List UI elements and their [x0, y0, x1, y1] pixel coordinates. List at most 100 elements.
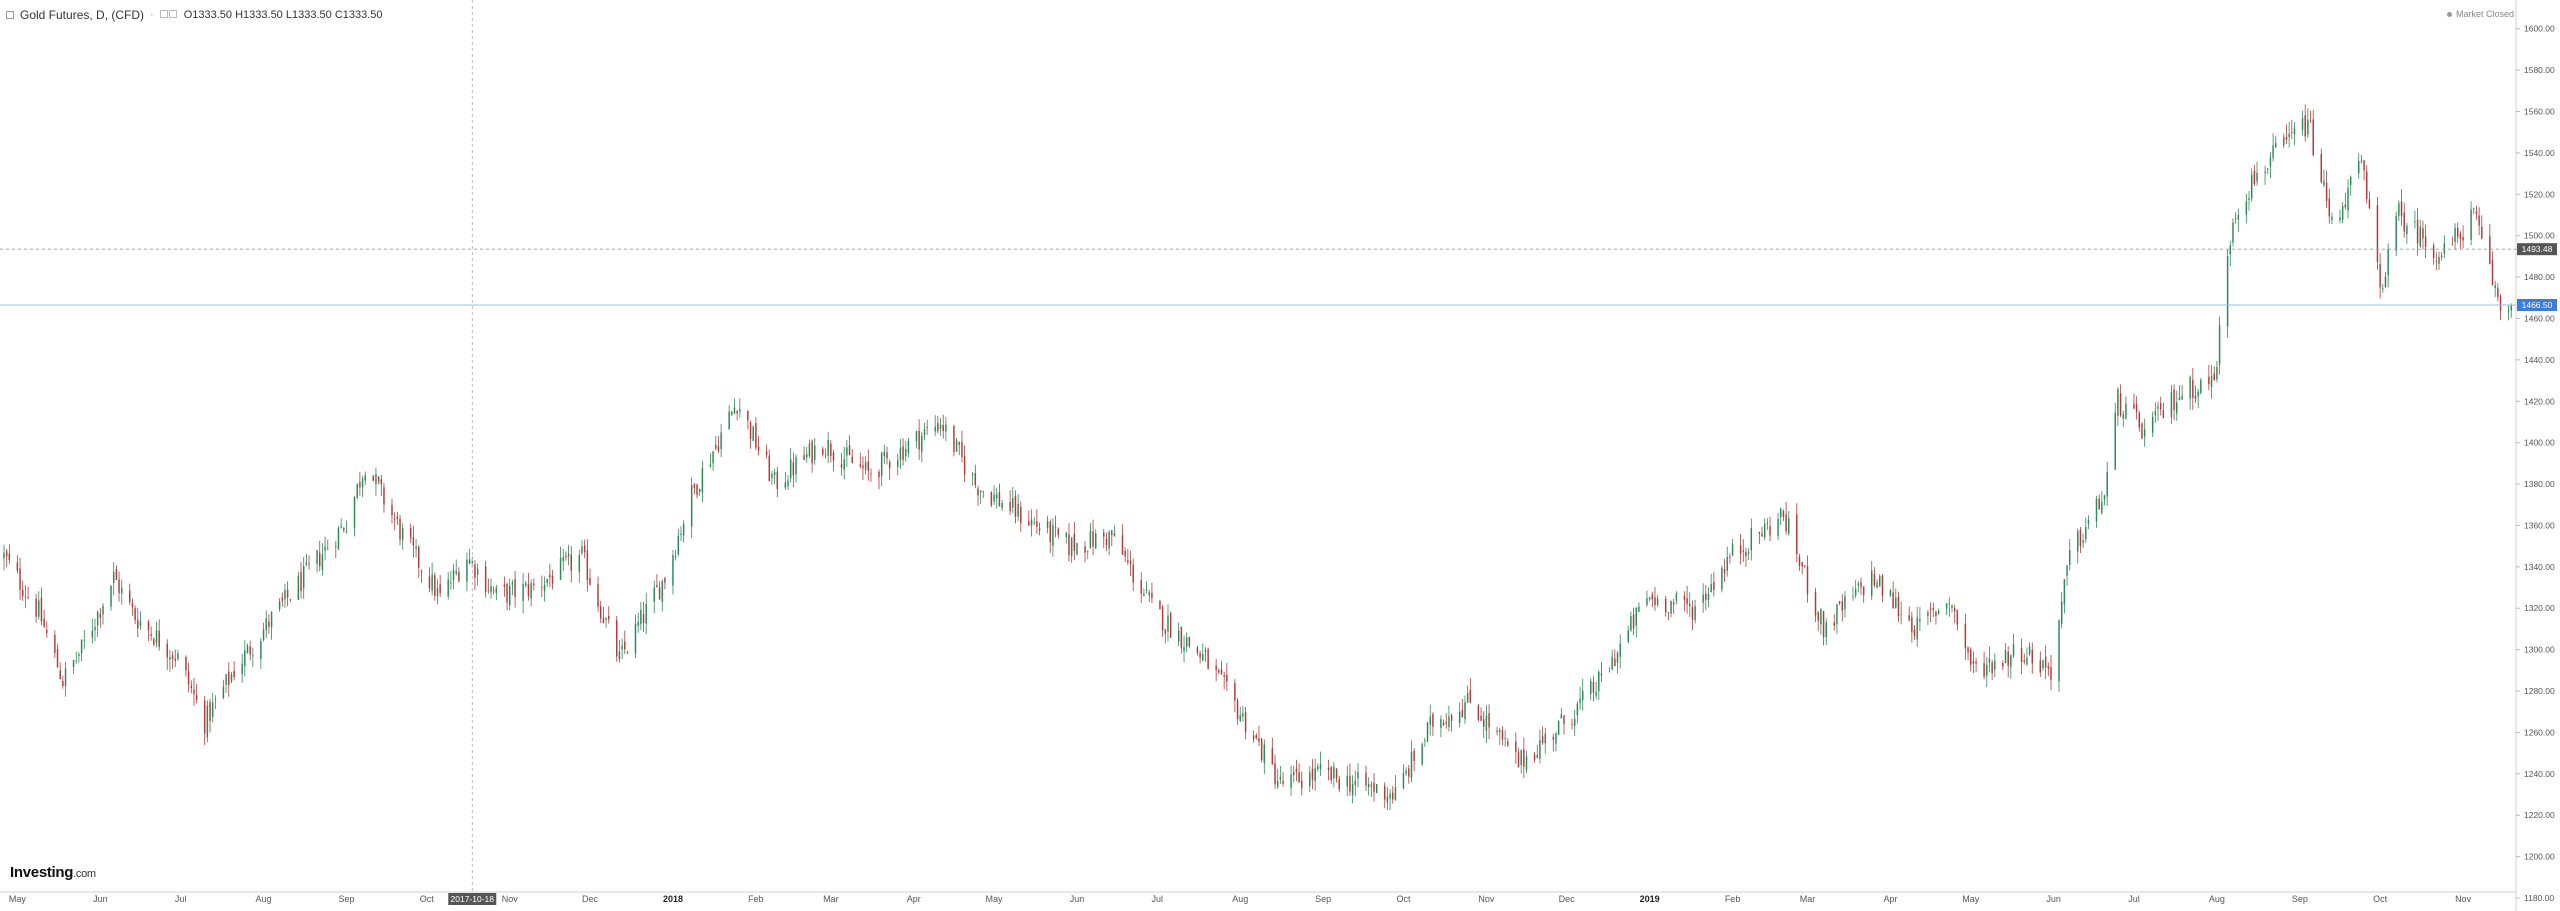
candle-body [2042, 660, 2044, 669]
candle-body [982, 491, 985, 492]
candle-body [27, 596, 29, 598]
candle-body [1161, 606, 1164, 631]
symbol-title[interactable]: Gold Futures, D, (CFD) [20, 8, 145, 22]
candle-body [1477, 705, 1480, 720]
candle-body [2192, 379, 2194, 398]
candle-body [2323, 180, 2325, 186]
candle-body [278, 601, 281, 610]
settings-icon[interactable] [159, 10, 168, 18]
candle-body [1648, 597, 1651, 600]
candle-body [2125, 403, 2127, 419]
candle-body [1951, 605, 1953, 608]
candle-body [2440, 255, 2443, 258]
time-tick-label: 2018 [663, 894, 683, 904]
candle-body [1177, 630, 1180, 642]
remove-icon[interactable] [168, 10, 177, 18]
candle-body [225, 674, 227, 685]
candle-body [115, 569, 118, 580]
candle-body [43, 618, 45, 627]
candle-body [2012, 644, 2015, 656]
candle-body [624, 641, 626, 650]
candle-body [40, 597, 43, 622]
candle-body [490, 586, 492, 593]
candle-body [420, 571, 423, 573]
candle-body [169, 656, 171, 660]
candle-body [998, 492, 1001, 506]
candle-body [1244, 712, 1247, 733]
candle-body [527, 584, 530, 597]
candle-body [1282, 780, 1284, 784]
market-status: Market Closed [2446, 9, 2514, 19]
close-value: C1333.50 [334, 9, 383, 21]
candle-body [1729, 556, 1731, 558]
candle-body [2194, 395, 2197, 399]
collapse-legend-icon[interactable] [6, 11, 14, 19]
candle-body [59, 670, 61, 680]
candle-body [674, 555, 677, 558]
candle-body [447, 579, 449, 597]
candle-body [121, 587, 123, 594]
candle-body [2341, 206, 2344, 220]
candle-body [1873, 573, 1876, 586]
candle-body [1552, 736, 1555, 740]
candle-body [1038, 528, 1041, 531]
candle-body [455, 571, 457, 574]
candle-body [1627, 630, 1629, 643]
candle-body [784, 482, 787, 488]
price-tick-label: 1560.00 [2524, 106, 2555, 116]
candle-body [1707, 593, 1710, 600]
candle-body [1758, 531, 1761, 534]
candle-body [2197, 391, 2199, 397]
candle-body [177, 653, 179, 660]
candle-body [1555, 733, 1557, 744]
candle-body [2489, 236, 2491, 264]
candle-body [418, 546, 420, 568]
candle-body [1052, 525, 1054, 546]
candle-body [1108, 531, 1110, 549]
candle-body [1908, 615, 1910, 621]
brand-name: Investing [10, 864, 74, 881]
candle-body [1694, 606, 1696, 621]
candle-body [2443, 243, 2446, 254]
candle-body [918, 430, 920, 450]
candle-body [1084, 546, 1086, 553]
candle-body [2119, 393, 2122, 416]
open-value: O1333.50 [183, 9, 233, 21]
candle-body [958, 441, 961, 445]
candle-body [1442, 722, 1445, 726]
candle-body [1482, 719, 1485, 727]
candle-body [1199, 653, 1201, 658]
candle-body [942, 424, 944, 431]
candle-body [2157, 406, 2159, 409]
candle-body [305, 562, 308, 565]
candle-body [2416, 219, 2419, 244]
candle-body [1076, 543, 1078, 555]
candle-body [1330, 767, 1332, 781]
candle-body [1140, 580, 1142, 594]
candle-body [1806, 566, 1809, 595]
candle-body [78, 654, 80, 657]
candle-body [2159, 403, 2162, 410]
candle-body [2478, 215, 2480, 226]
candle-body [174, 658, 176, 661]
candle-body [1070, 537, 1073, 557]
candle-body [396, 516, 399, 520]
candle-body [2406, 225, 2408, 235]
candle-body [99, 613, 102, 618]
candle-body [80, 639, 83, 654]
candle-body [2250, 174, 2253, 199]
candle-body [1113, 533, 1116, 537]
candle-body [62, 681, 64, 686]
candle-body [915, 431, 918, 442]
candle-body [642, 613, 645, 624]
candle-body [1517, 752, 1520, 768]
candle-body [359, 482, 361, 488]
candle-body [1033, 522, 1035, 524]
candle-body [428, 576, 431, 589]
candle-body [1838, 600, 1841, 604]
candle-body [2237, 214, 2240, 220]
candle-body [736, 411, 738, 414]
legend-buttons [159, 9, 178, 21]
